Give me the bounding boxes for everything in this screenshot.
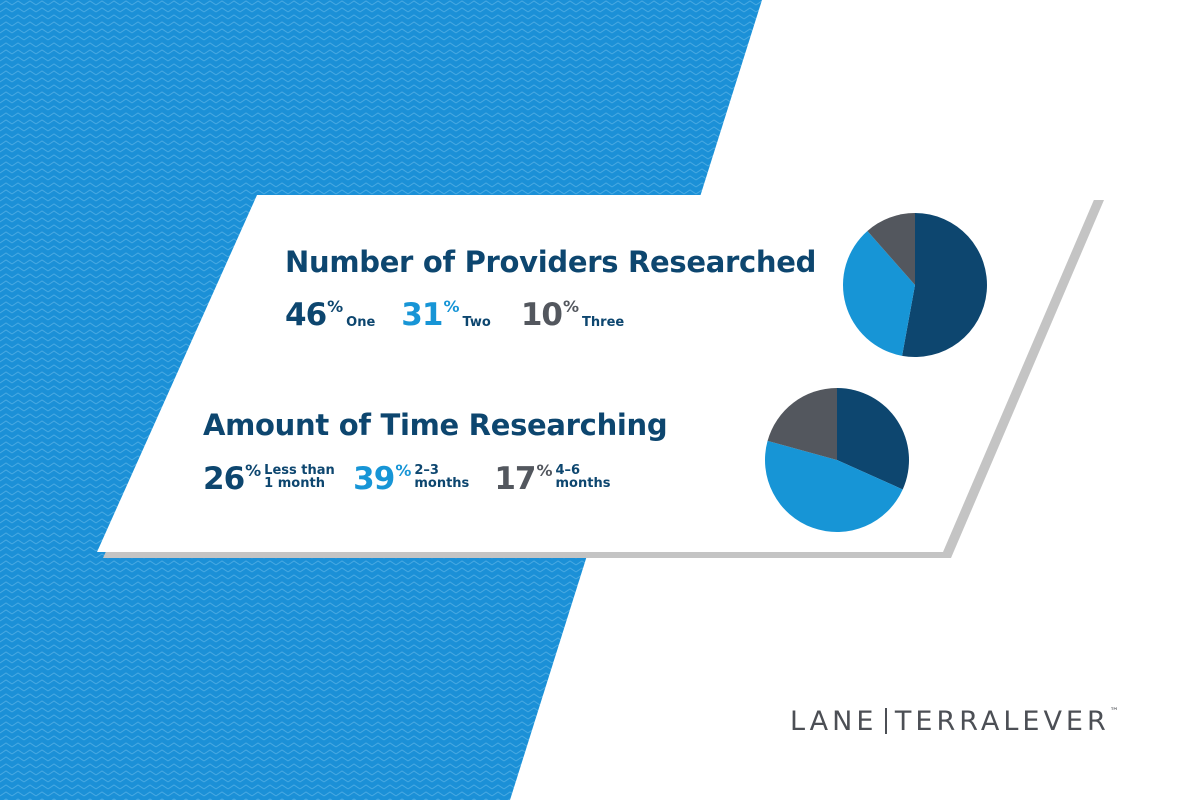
stat: 10% Three	[520, 297, 625, 333]
stats-row: 26% Less than 1 month 39% 2–3 months 17% 4–6 …	[203, 461, 640, 497]
unit-label: %	[245, 461, 262, 480]
unit-label: %	[395, 461, 412, 480]
stats-row: 46% One 31% Two 10% Three	[285, 297, 638, 333]
pie-slice	[765, 440, 903, 532]
value-label: 31	[401, 297, 443, 333]
value-label: 17	[494, 461, 536, 497]
logo-mark: ™	[1109, 707, 1119, 717]
chart-title: Number of Providers Researched	[285, 245, 817, 279]
logo: LANE TERRALEVER™	[790, 706, 1119, 737]
logo-left: LANE	[790, 706, 878, 737]
pie-slice	[902, 213, 988, 357]
pie-slice	[842, 230, 915, 356]
unit-label: %	[443, 297, 460, 316]
category-label: One	[346, 315, 376, 330]
category-label: Less than 1 month	[264, 463, 335, 491]
unit-label: %	[327, 297, 344, 316]
category-label: 2–3 months	[414, 463, 470, 491]
category-label: Three	[582, 315, 625, 330]
pie-slice	[767, 388, 837, 460]
stat: 17% 4–6 months	[494, 461, 625, 497]
value-label: 26	[203, 461, 245, 497]
stat: 46% One	[285, 297, 376, 333]
value-label: 10	[520, 297, 563, 333]
stat: 31% Two	[401, 297, 491, 333]
logo-right: TERRALEVER	[894, 706, 1110, 737]
category-label: Two	[462, 315, 491, 330]
value-label: 46	[285, 297, 327, 333]
logo-divider	[885, 708, 887, 734]
category-label: 4–6 months	[555, 463, 611, 491]
stat: 39% 2–3 months	[353, 461, 484, 497]
unit-label: %	[563, 297, 580, 316]
chart-title: Amount of Time Researching	[203, 408, 668, 442]
pie-slice	[837, 388, 909, 490]
value-label: 39	[353, 461, 395, 497]
pie-slice	[867, 213, 915, 285]
stat: 26% Less than 1 month	[203, 461, 339, 497]
unit-label: %	[536, 461, 553, 480]
